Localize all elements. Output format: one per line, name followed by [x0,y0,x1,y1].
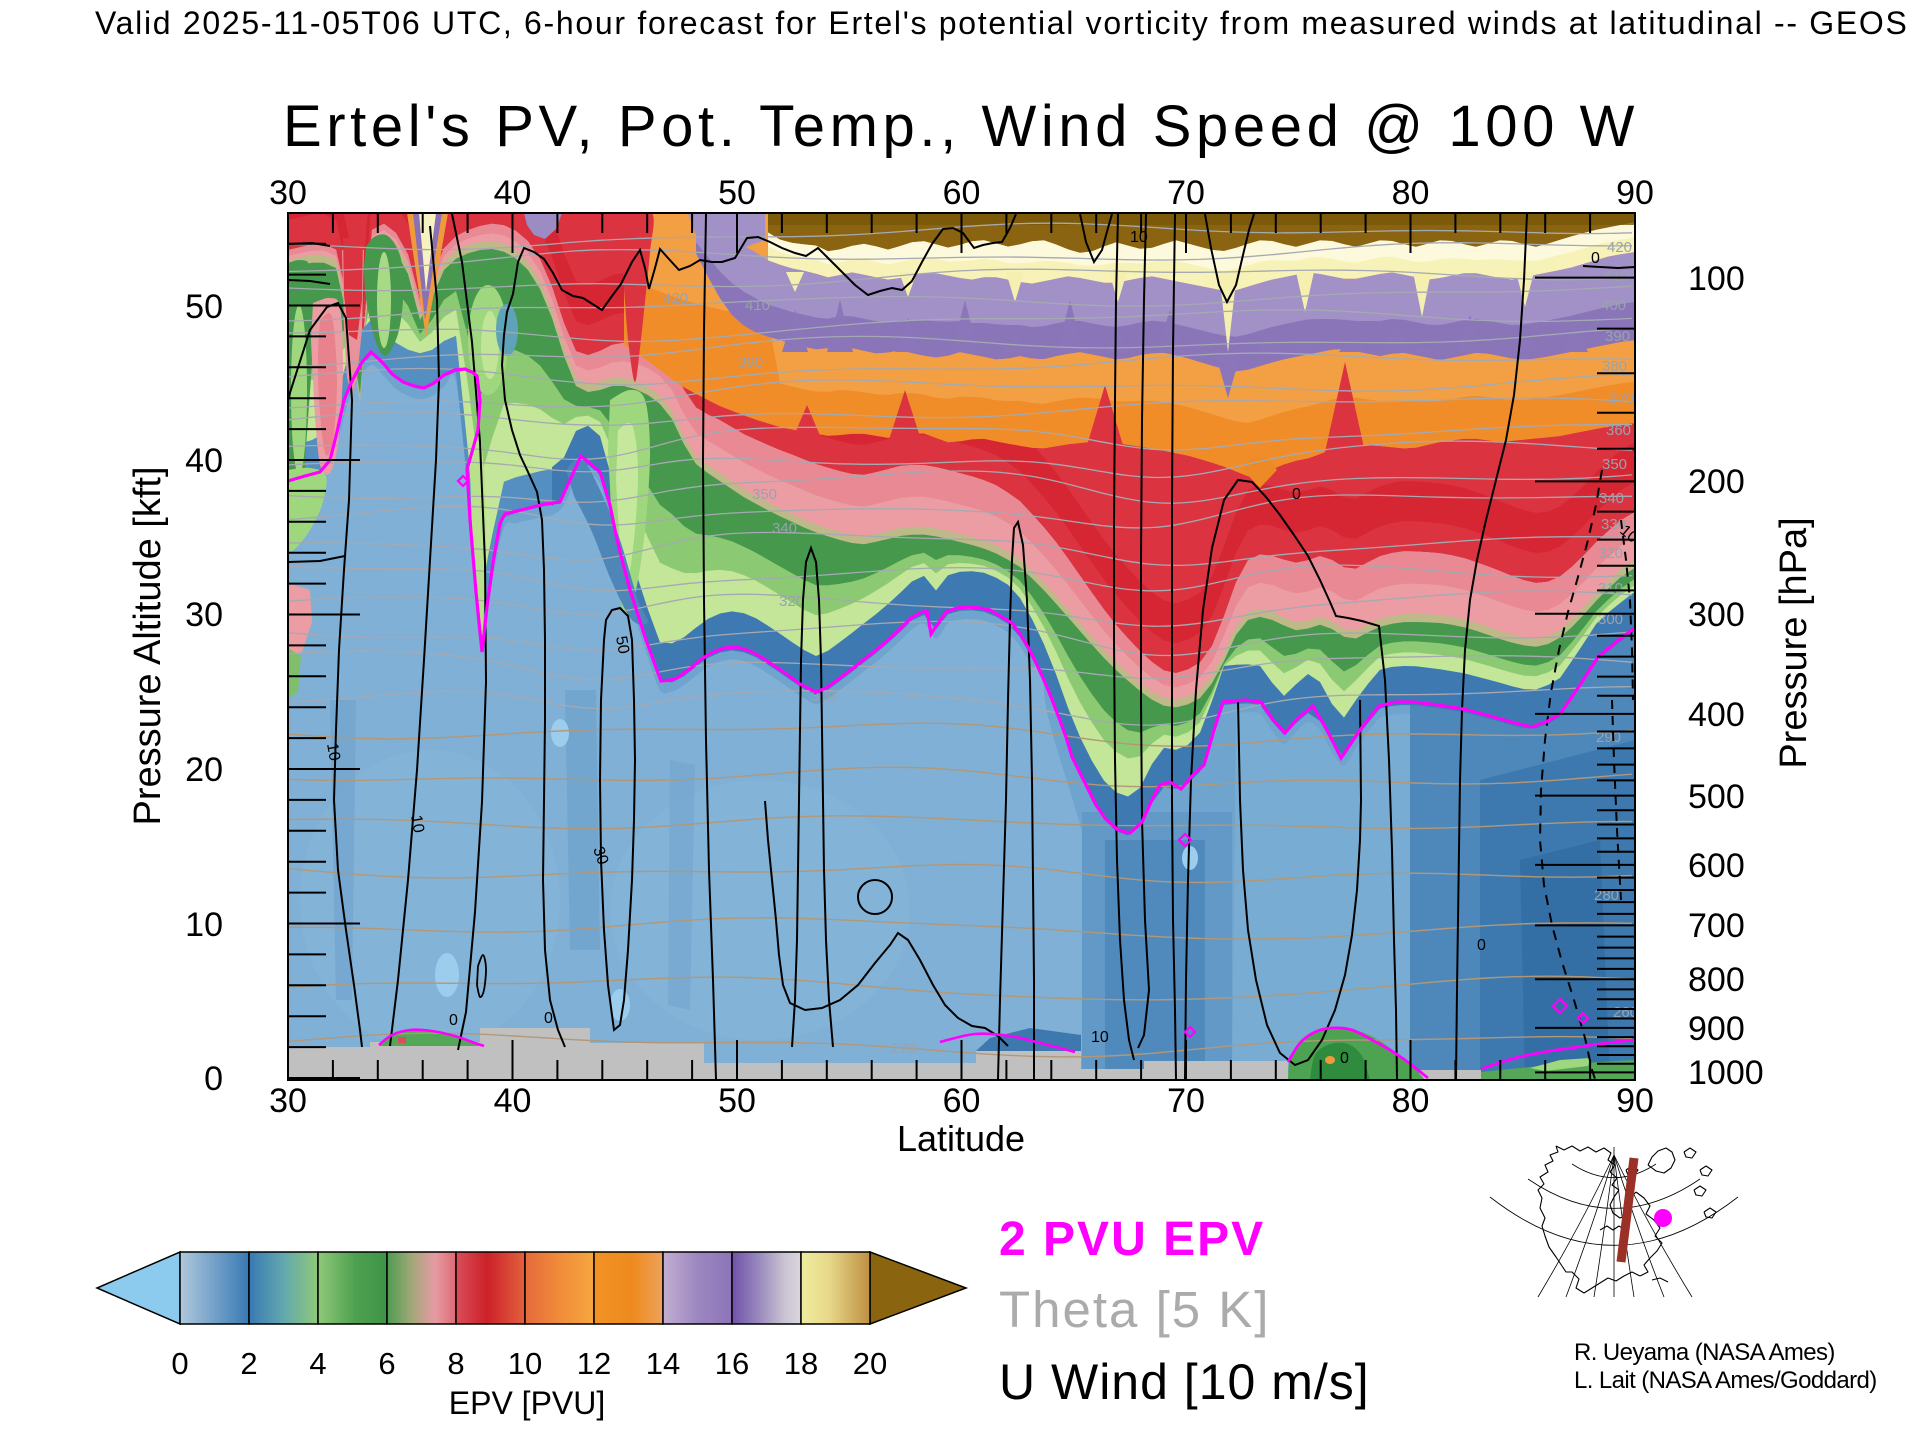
svg-text:Latitude: Latitude [897,1118,1025,1159]
svg-text:0: 0 [544,1010,553,1027]
svg-text:30: 30 [762,189,782,210]
svg-text:0: 0 [171,1346,188,1381]
svg-text:410: 410 [1604,268,1629,285]
svg-text:900: 900 [1688,1010,1745,1048]
svg-text:12: 12 [577,1346,611,1381]
svg-text:300: 300 [1598,611,1623,628]
svg-text:600: 600 [1688,847,1745,885]
svg-text:1000: 1000 [1688,1054,1764,1092]
svg-text:420: 420 [663,290,688,307]
svg-text:400: 400 [1601,297,1626,314]
svg-text:30: 30 [185,596,223,634]
svg-text:4: 4 [309,1346,326,1381]
svg-text:40: 40 [494,174,532,212]
svg-text:30: 30 [589,845,611,868]
svg-text:18: 18 [784,1346,818,1381]
svg-text:40: 40 [494,1082,532,1120]
svg-text:60: 60 [943,174,981,212]
svg-text:380: 380 [1602,358,1627,375]
svg-text:80: 80 [1392,1082,1430,1120]
svg-text:390: 390 [738,354,763,371]
svg-text:EPV [PVU]: EPV [PVU] [449,1385,606,1421]
svg-text:400: 400 [1688,696,1745,734]
svg-text:2: 2 [240,1346,257,1381]
svg-text:50: 50 [718,174,756,212]
svg-text:800: 800 [1688,961,1745,999]
svg-text:100: 100 [1688,260,1745,298]
svg-text:6: 6 [378,1346,395,1381]
svg-text:U Wind [10 m/s]: U Wind [10 m/s] [999,1354,1370,1410]
svg-text:270: 270 [891,1040,916,1057]
svg-text:14: 14 [646,1346,680,1381]
svg-text:300: 300 [1688,596,1745,634]
svg-text:10: 10 [1091,1029,1109,1046]
svg-text:10: 10 [185,906,223,944]
svg-text:70: 70 [1167,1082,1205,1120]
svg-text:16: 16 [715,1346,749,1381]
svg-text:Pressure Altitude [kft]: Pressure Altitude [kft] [127,466,169,825]
svg-text:280: 280 [1594,887,1619,904]
svg-text:10: 10 [1130,229,1148,246]
svg-text:360: 360 [1606,422,1631,439]
svg-text:200: 200 [1688,463,1745,501]
svg-text:10: 10 [407,814,427,835]
svg-text:50: 50 [612,635,632,656]
svg-text:700: 700 [1688,907,1745,945]
svg-text:330: 330 [1601,516,1626,533]
svg-text:8: 8 [447,1346,464,1381]
svg-text:Theta [5 K]: Theta [5 K] [999,1281,1270,1338]
svg-text:90: 90 [1616,174,1654,212]
svg-text:320: 320 [779,593,804,610]
svg-text:0: 0 [449,1012,458,1029]
svg-text:10: 10 [323,742,343,763]
svg-text:0: 0 [204,1060,223,1098]
svg-text:60: 60 [943,1082,981,1120]
svg-text:390: 390 [1605,328,1630,345]
svg-text:340: 340 [1599,490,1624,507]
svg-text:350: 350 [752,486,777,503]
svg-text:70: 70 [1167,174,1205,212]
svg-text:10: 10 [508,1346,542,1381]
svg-text:310: 310 [1598,580,1623,597]
svg-text:420: 420 [1607,239,1632,256]
svg-text:30: 30 [269,174,307,212]
svg-text:50: 50 [185,288,223,326]
svg-text:90: 90 [1616,1082,1654,1120]
svg-text:Valid 2025-11-05T06 UTC, 6-hou: Valid 2025-11-05T06 UTC, 6-hour forecast… [95,5,1909,41]
svg-text:40: 40 [185,442,223,480]
svg-text:0: 0 [1591,250,1600,267]
svg-text:20: 20 [185,751,223,789]
svg-text:0: 0 [1477,937,1486,954]
svg-text:30: 30 [269,1082,307,1120]
svg-text:2 PVU EPV: 2 PVU EPV [999,1213,1265,1266]
svg-text:80: 80 [1392,174,1430,212]
svg-text:0: 0 [1292,486,1301,503]
svg-text:500: 500 [1688,778,1745,816]
svg-text:370: 370 [1609,390,1634,407]
svg-text:Pressure [hPa]: Pressure [hPa] [1773,517,1815,768]
svg-text:340: 340 [772,520,797,537]
svg-text:410: 410 [745,297,770,314]
svg-text:0: 0 [1340,1050,1349,1067]
svg-text:Ertel's PV, Pot. Temp., Wind S: Ertel's PV, Pot. Temp., Wind Speed @ 100… [283,94,1639,159]
svg-text:350: 350 [1602,456,1627,473]
svg-text:L. Lait (NASA Ames/Goddard): L. Lait (NASA Ames/Goddard) [1574,1367,1877,1394]
svg-text:50: 50 [718,1082,756,1120]
svg-text:290: 290 [1596,729,1621,746]
svg-text:R. Ueyama (NASA Ames): R. Ueyama (NASA Ames) [1574,1339,1835,1366]
svg-text:320: 320 [1598,545,1623,562]
svg-text:20: 20 [853,1346,887,1381]
